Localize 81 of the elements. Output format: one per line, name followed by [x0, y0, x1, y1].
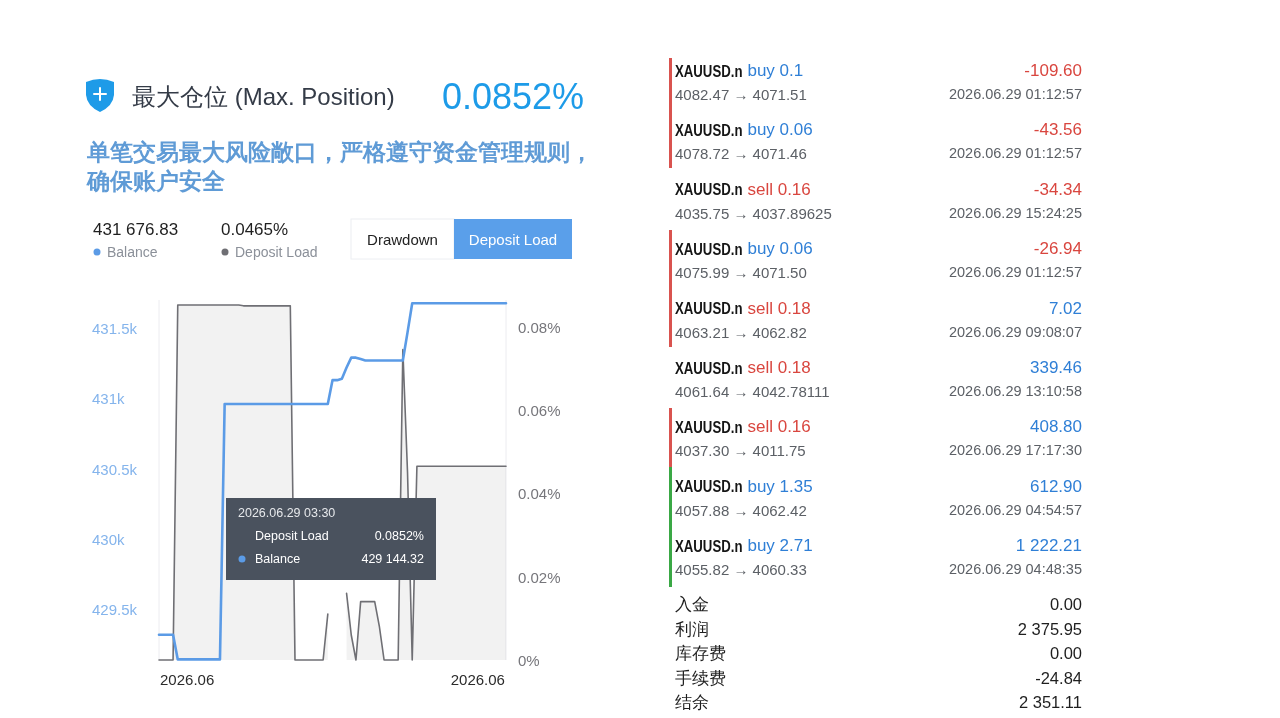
y2-tick-label: 0.04% — [518, 484, 561, 502]
text: 4035.75 → 4037.89625 — [675, 204, 832, 222]
legend-label: Balance — [107, 244, 158, 260]
chart-subtitle: 单笔交易最大风险敞口，严格遵守资金管理规则，确保账户安全 — [86, 139, 593, 194]
text: 2026.06.29 01:12:57 — [948, 264, 1082, 281]
text: 408.80 — [1030, 416, 1082, 436]
text: 2026.06.29 09:08:07 — [948, 323, 1082, 340]
text: 1 222.21 — [1015, 535, 1082, 555]
text: 339.46 — [1030, 357, 1082, 377]
annotation: 2026.06.29 03:30 — [238, 506, 336, 520]
text: 入金 — [675, 595, 709, 613]
text: 2 351.11 — [1018, 693, 1082, 711]
text: 2026.06.29 01:12:57 — [948, 86, 1082, 102]
text: XAUUSD.n — [675, 357, 743, 377]
text: 2026.06.29 13:10:58 — [948, 383, 1082, 399]
x-tick-label: 2026.06 — [450, 670, 505, 688]
y-tick-label: 429.5k — [92, 600, 138, 618]
text: 4055.82 → 4060.33 — [675, 560, 807, 578]
text: buy 2.71 — [747, 535, 813, 555]
text: XAUUSD.n — [675, 298, 743, 317]
text: sell 0.16 — [747, 416, 811, 436]
text: 0.00 — [1049, 595, 1082, 613]
text: XAUUSD.n — [675, 535, 743, 555]
text: 2026.06.29 15:24:25 — [948, 204, 1082, 221]
text: 7.02 — [1048, 298, 1082, 318]
text: 库存费 — [675, 644, 726, 662]
text: 0.0852% — [442, 75, 585, 117]
text: Drawdown — [367, 230, 438, 248]
text: XAUUSD.n — [675, 417, 743, 436]
text: -109.60 — [1024, 60, 1082, 80]
text: XAUUSD.n — [675, 60, 743, 80]
text: 2 375.95 — [1017, 619, 1082, 638]
text: -24.84 — [1035, 668, 1082, 687]
text: 结余 — [675, 693, 709, 711]
text: 手续费 — [675, 668, 726, 687]
y2-tick-label: 0.08% — [518, 318, 561, 336]
y-tick-label: 431.5k — [92, 319, 138, 337]
text: 4082.47 → 4071.51 — [675, 85, 807, 103]
text: -43.56 — [1033, 119, 1082, 139]
y2-tick-label: 0.06% — [518, 401, 561, 419]
annotation: Deposit Load — [255, 529, 329, 543]
text: sell 0.16 — [747, 179, 811, 199]
annotation: 429 144.32 — [361, 552, 425, 566]
text: 0.0465% — [221, 219, 289, 239]
text: 利润 — [675, 619, 709, 638]
annotation: Balance — [255, 552, 301, 566]
y-tick-label: 430k — [92, 530, 126, 548]
text: 4063.21 → 4062.82 — [675, 323, 807, 341]
text: 612.90 — [1030, 476, 1082, 496]
x-tick-label: 2026.06 — [160, 670, 215, 688]
text: XAUUSD.n — [675, 120, 743, 139]
text: 431 676.83 — [93, 219, 179, 239]
text: 2026.06.29 04:48:35 — [948, 561, 1082, 578]
text: buy 0.1 — [747, 60, 804, 80]
text: XAUUSD.n — [675, 476, 743, 496]
legend-label: Deposit Load — [235, 244, 318, 260]
text: 2026.06.29 01:12:57 — [948, 145, 1082, 162]
text: -34.34 — [1033, 179, 1082, 199]
text: 2026.06.29 17:17:30 — [948, 442, 1082, 459]
text: buy 0.06 — [747, 238, 813, 258]
text: 4037.30 → 4011.75 — [675, 441, 806, 459]
chart-title: 最大仓位 (Max. Position) — [132, 82, 395, 110]
y2-tick-label: 0% — [518, 651, 540, 669]
text: 4078.72 → 4071.46 — [675, 144, 807, 162]
y-tick-label: 430.5k — [92, 460, 138, 478]
text: buy 0.06 — [747, 119, 813, 139]
text: 4061.64 → 4042.78111 — [675, 382, 830, 400]
text: 2026.06.29 04:54:57 — [948, 501, 1082, 518]
text: sell 0.18 — [747, 357, 811, 377]
annotation: 0.0852% — [374, 529, 424, 543]
y-tick-label: 431k — [92, 389, 126, 407]
text: -26.94 — [1033, 238, 1082, 258]
text: 4075.99 → 4071.50 — [675, 263, 807, 281]
y2-tick-label: 0.02% — [518, 568, 561, 586]
text: Deposit Load — [468, 230, 558, 248]
text: sell 0.18 — [747, 298, 811, 318]
text: XAUUSD.n — [675, 238, 743, 258]
text: buy 1.35 — [747, 476, 813, 496]
text: 0.00 — [1049, 644, 1082, 662]
text: 4057.88 → 4062.42 — [675, 501, 807, 519]
text: XAUUSD.n — [675, 179, 743, 199]
